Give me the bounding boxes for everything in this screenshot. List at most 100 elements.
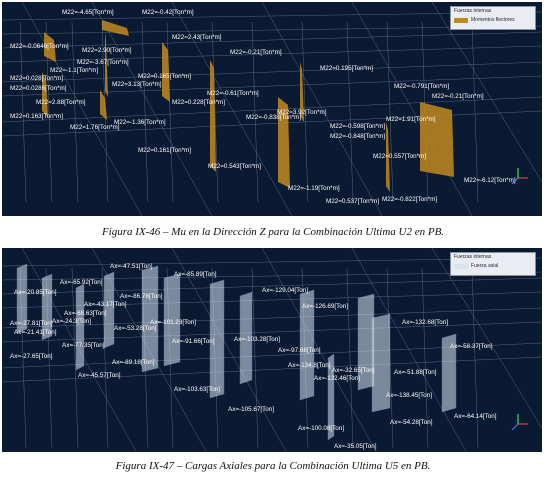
moment-diagram-shape xyxy=(162,42,170,102)
moment-label: M22=-0.21[Ton*m] xyxy=(432,93,484,100)
axial-label: Ax=-91.66[Ton] xyxy=(172,338,215,345)
legend-box: Fuerzas internas Fuerza axial xyxy=(450,252,536,276)
moment-label: M22=-6.12[Ton*m] xyxy=(464,177,516,184)
axial-label: Ax=-20.85[Ton] xyxy=(14,289,57,296)
axial-diagram-shape xyxy=(103,271,115,349)
axial-label: Ax=-68.63[Ton] xyxy=(64,310,107,317)
moment-diagram-shape xyxy=(102,20,129,36)
moment-diagram-shape xyxy=(300,62,304,122)
moment-diagram-shape xyxy=(42,72,48,117)
axial-label: Ax=-89.18[Ton] xyxy=(112,359,155,366)
legend-title: Fuerzas internas xyxy=(454,254,492,260)
moment-label: M22=0.161[Ton*m] xyxy=(138,147,191,154)
moment-label: M22=-1.19[Ton*m] xyxy=(288,185,340,192)
moment-label: M22=-0.61[Ton*m] xyxy=(207,90,259,97)
moment-label: M22=-0.822[Ton*m] xyxy=(382,196,437,203)
axial-diagram-shape xyxy=(16,263,28,334)
axial-label: Ax=-27.81[Ton] xyxy=(10,320,53,327)
moment-label: M22=3.92[Ton*m] xyxy=(277,109,327,116)
axial-label: Ax=-126.69[Ton] xyxy=(302,303,348,310)
axial-diagram-viewport[interactable]: Ax=-47.51[Ton] Ax=-85.89[Ton] Ax=-20.85[To… xyxy=(2,248,542,452)
axial-label: Ax=-129.04[Ton] xyxy=(262,287,308,294)
moment-label: M22=-0.598[Ton*m] xyxy=(330,123,385,130)
legend-title: Fuerzas internas xyxy=(454,8,492,14)
axial-label: Ax=-43.17[Ton] xyxy=(84,301,127,308)
axial-label: Ax=-134.8[Ton] xyxy=(288,362,331,369)
axial-label: Ax=-32.65[Ton] xyxy=(332,367,375,374)
axial-label: Ax=-138.45[Ton] xyxy=(386,392,432,399)
axial-label: Ax=-101.23[Ton] xyxy=(150,319,196,326)
moment-label: M22=0.165[Ton*m] xyxy=(138,73,191,80)
moment-diagram-shape xyxy=(105,32,108,97)
moment-label: M22=0.0286[Ton*m] xyxy=(10,85,67,92)
moment-label: M22=0.163[Ton*m] xyxy=(10,113,63,120)
moment-label: M22=-0.0646[Ton*m] xyxy=(10,43,69,50)
moment-label: M22=-0.838[Ton*m] xyxy=(246,114,301,121)
axial-label: Ax=-132.46[Ton] xyxy=(314,375,360,382)
moment-label: M22=0.537[Ton*m] xyxy=(326,198,379,205)
legend-box: Fuerzas internas Momentos flectores xyxy=(450,6,536,30)
axial-label: Ax=-24.3[Ton] xyxy=(52,318,91,325)
moment-diagram-shape xyxy=(210,60,216,172)
legend-item: Momentos flectores xyxy=(471,17,515,23)
moment-label: M22=0.557[Ton*m] xyxy=(373,153,426,160)
axial-diagram-shape xyxy=(209,279,225,399)
axial-label: Ax=-100.08[Ton] xyxy=(298,425,344,432)
axial-diagram-shape xyxy=(371,313,391,413)
moment-diagram-shape xyxy=(44,32,56,62)
moment-label: M22=0.543[Ton*m] xyxy=(208,163,261,170)
moment-label: M22=-1.1[Ton*m] xyxy=(50,67,98,74)
axial-label: Ax=-35.05[Ton] xyxy=(334,443,377,450)
axial-diagram-canvas: Ax=-47.51[Ton] Ax=-85.89[Ton] Ax=-20.85[To… xyxy=(2,248,542,452)
axial-label: Ax=-103.28[Ton] xyxy=(234,336,280,343)
axial-diagram-shape xyxy=(239,291,253,385)
axial-label: Ax=-77.35[Ton] xyxy=(62,342,105,349)
axial-label: Ax=-64.14[Ton] xyxy=(454,413,497,420)
moment-label: M22=-3.67[Ton*m] xyxy=(77,59,129,66)
axial-diagram-shape xyxy=(163,273,181,367)
axial-label: Ax=-103.63[Ton] xyxy=(174,386,220,393)
axial-diagram-shape xyxy=(75,283,85,371)
moment-label: M22=-0.848[Ton*m] xyxy=(330,133,385,140)
axial-diagram-shape xyxy=(327,353,335,441)
axis-triad-icon xyxy=(511,414,528,431)
axial-diagram-shape xyxy=(141,265,159,373)
axial-label: Ax=-58.37[Ton] xyxy=(450,343,493,350)
moment-label: M22=3.13[Ton*m] xyxy=(112,81,162,88)
axial-label: Ax=-97.68[Ton] xyxy=(278,347,321,354)
figure-caption: Figura IX-46 – Mu en la Dirección Z para… xyxy=(101,226,445,238)
axial-label: Ax=-86.78[Ton] xyxy=(120,293,163,300)
axial-label: Ax=-47.51[Ton] xyxy=(110,263,153,270)
axial-label: Ax=-27.65[Ton] xyxy=(10,353,53,360)
moment-diagram-shape xyxy=(100,90,107,120)
axial-label: Ax=-51.88[Ton] xyxy=(394,369,437,376)
moment-label: M22=-0.42[Ton*m] xyxy=(142,9,194,16)
moment-label: M22=-0.21[Ton*m] xyxy=(230,49,282,56)
moment-diagram-shape xyxy=(386,122,390,192)
moment-label: M22=0.028[Ton*m] xyxy=(10,75,63,82)
axial-diagram-shape xyxy=(441,333,457,413)
axial-diagram-shape xyxy=(357,293,375,391)
axial-label: Ax=-65.92[Ton] xyxy=(60,279,103,286)
moment-diagram-shape xyxy=(420,102,454,177)
figure-caption: Figura IX-47 – Cargas Axiales para la Co… xyxy=(115,460,431,472)
axial-diagram-shape xyxy=(299,289,315,401)
moment-label: M22=1.76[Ton*m] xyxy=(70,124,120,131)
moment-label: M22=-1.36[Ton*m] xyxy=(114,119,166,126)
axial-label: Ax=-85.89[Ton] xyxy=(174,271,217,278)
legend-swatch xyxy=(454,17,468,23)
legend-item: Fuerza axial xyxy=(471,263,499,269)
moment-diagram-canvas: M22=-4.65[Ton*m] M22=-0.42[Ton*m] M22=-0.0… xyxy=(2,2,542,216)
moment-label: M22=-0.791[Ton*m] xyxy=(394,83,449,90)
axial-label: Ax=-54.28[Ton] xyxy=(390,419,433,426)
moment-diagram-shape xyxy=(278,97,290,188)
moment-diagram-viewport[interactable]: M22=-4.65[Ton*m] M22=-0.42[Ton*m] M22=-0.0… xyxy=(2,2,542,216)
moment-label: M22=2.90[Ton*m] xyxy=(82,47,132,54)
moment-label: M22=2.43[Ton*m] xyxy=(172,34,222,41)
moment-label: M22=0.228[Ton*m] xyxy=(172,99,225,106)
moment-label: M22=2.88[Ton*m] xyxy=(36,99,86,106)
legend-swatch xyxy=(454,263,468,269)
axis-triad-icon xyxy=(511,168,528,185)
axial-label: Ax=-132.68[Ton] xyxy=(402,319,448,326)
axial-label: Ax=-45.57[Ton] xyxy=(78,372,121,379)
